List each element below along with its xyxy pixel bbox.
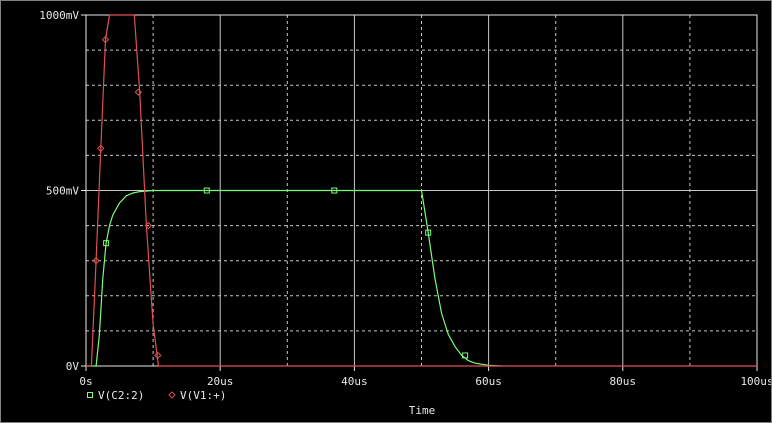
data-point-square	[425, 229, 432, 236]
data-point-square	[103, 240, 110, 247]
data-point-diamond	[101, 35, 110, 44]
x-tick-labels: 0s 20us 40us 60us 80us 100us	[79, 375, 771, 388]
legend-label: V(C2:2)	[98, 389, 144, 402]
x-tick-label: 20us	[207, 375, 234, 388]
x-axis-label: Time	[409, 404, 436, 417]
y-tick-label: 500mV	[46, 185, 79, 198]
y-tick-label: 1000mV	[39, 9, 79, 22]
y-tick-label: 0V	[66, 360, 80, 373]
data-point-square	[203, 187, 210, 194]
axes	[81, 14, 758, 371]
data-point-diamond	[134, 88, 143, 96]
data-point-square	[331, 187, 338, 194]
data-point-square	[462, 352, 469, 359]
y-tick-labels: 0V 500mV 1000mV	[39, 9, 79, 373]
legend-marker-square	[87, 392, 93, 398]
legend[interactable]: V(C2:2) V(V1:+)	[87, 389, 227, 402]
x-tick-label: 100us	[740, 375, 771, 388]
legend-marker-diamond	[168, 391, 176, 399]
data-point-diamond	[154, 351, 162, 360]
x-tick-label: 40us	[341, 375, 368, 388]
legend-label: V(V1:+)	[180, 389, 226, 402]
grid-lines	[86, 15, 757, 366]
data-point-diamond	[144, 221, 153, 230]
x-tick-label: 60us	[475, 375, 502, 388]
series-traces	[86, 14, 757, 367]
data-point-diamond	[97, 144, 105, 153]
x-tick-label: 80us	[610, 375, 637, 388]
series-line-2	[86, 14, 757, 367]
series-line-1	[86, 189, 503, 367]
x-tick-label: 0s	[79, 375, 92, 388]
data-point-diamond	[92, 256, 100, 265]
